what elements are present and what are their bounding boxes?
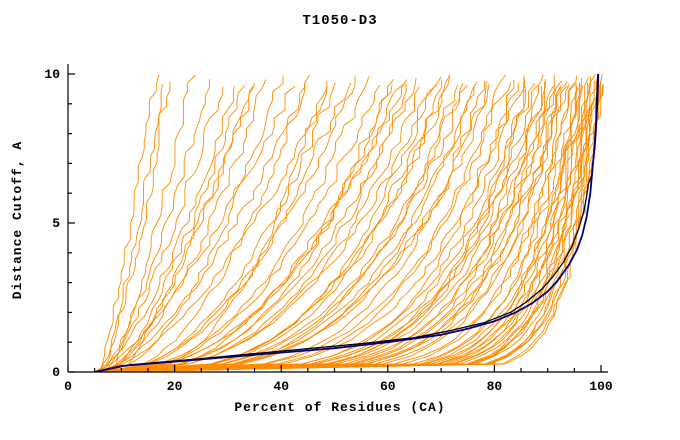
model-curve: [99, 86, 562, 372]
model-curve: [110, 85, 307, 372]
model-curve: [105, 76, 356, 372]
model-curve: [95, 83, 464, 372]
model-curve: [94, 84, 599, 372]
model-curve: [105, 77, 417, 372]
model-curve: [99, 79, 211, 372]
model-curve: [94, 85, 235, 372]
model-curve: [105, 85, 568, 372]
model-curve: [110, 74, 196, 372]
model-curve: [111, 79, 546, 372]
model-curve: [94, 85, 296, 372]
model-curve: [94, 83, 570, 372]
model-curve: [132, 80, 328, 372]
model-curve: [105, 76, 442, 372]
curves-layer: [94, 73, 604, 372]
model-curve: [94, 84, 582, 372]
model-curve: [95, 86, 420, 372]
x-tick-label: 40: [273, 379, 289, 394]
x-tick-label: 60: [380, 379, 396, 394]
model-curve: [110, 82, 519, 372]
model-curve: [99, 83, 407, 372]
model-curve: [99, 82, 512, 372]
y-axis-label: Distance Cutoff, A: [10, 140, 25, 300]
model-curve: [100, 86, 475, 372]
model-curve: [100, 84, 490, 372]
x-tick-label: 80: [487, 379, 503, 394]
model-curve: [100, 80, 599, 372]
model-curve: [95, 77, 450, 372]
model-curve: [99, 83, 577, 372]
model-curve: [110, 82, 336, 372]
model-curve: [110, 84, 468, 372]
model-curve: [94, 85, 562, 372]
model-curve: [105, 86, 224, 372]
chart-title: T1050-D3: [302, 13, 378, 29]
model-curve: [94, 81, 546, 372]
model-curve: [99, 81, 575, 372]
model-curve: [110, 78, 583, 372]
model-curve: [111, 79, 408, 372]
model-curve: [94, 74, 544, 372]
model-curve: [120, 86, 255, 372]
model-curve: [110, 78, 602, 372]
model-curve: [101, 82, 352, 372]
model-curve: [105, 81, 478, 372]
model-curve: [99, 74, 596, 372]
model-curve: [95, 78, 525, 372]
y-tick-label: 10: [44, 67, 60, 82]
model-curve: [94, 86, 328, 372]
model-curve: [110, 80, 562, 372]
model-curve: [131, 86, 526, 372]
y-tick-label: 0: [52, 365, 60, 380]
model-curve: [94, 74, 603, 372]
model-curve: [111, 81, 568, 372]
model-curve: [99, 81, 171, 372]
model-curve: [105, 75, 525, 372]
x-tick-label: 20: [167, 379, 183, 394]
y-tick-label: 5: [52, 216, 60, 231]
model-curve: [99, 74, 160, 372]
model-curve: [100, 83, 256, 372]
axes: 0 20 40 60 80 100 0 5 10: [44, 64, 613, 394]
x-axis-label: Percent of Residues (CA): [234, 400, 446, 415]
x-tick-label: 0: [64, 379, 72, 394]
model-curve: [142, 78, 395, 372]
model-curve: [95, 82, 580, 372]
model-curve: [121, 74, 451, 372]
model-curve: [99, 84, 539, 372]
model-curve: [94, 83, 405, 372]
model-curve: [111, 84, 381, 372]
model-curve: [101, 79, 267, 372]
model-curve: [105, 74, 555, 372]
model-curve: [110, 84, 246, 372]
model-curve: [105, 77, 590, 372]
model-curve: [94, 74, 507, 372]
model-curve: [94, 76, 370, 372]
model-curve: [100, 82, 589, 372]
model-curve: [104, 83, 163, 372]
model-curve: [105, 75, 284, 372]
model-curve: [99, 84, 437, 372]
model-curve: [95, 81, 487, 372]
model-curve: [105, 80, 595, 372]
x-tick-label: 100: [589, 379, 613, 394]
best-model-navy: [94, 73, 600, 372]
model-curve: [99, 74, 310, 372]
model-curve: [111, 81, 485, 372]
model-curve: [99, 85, 555, 372]
